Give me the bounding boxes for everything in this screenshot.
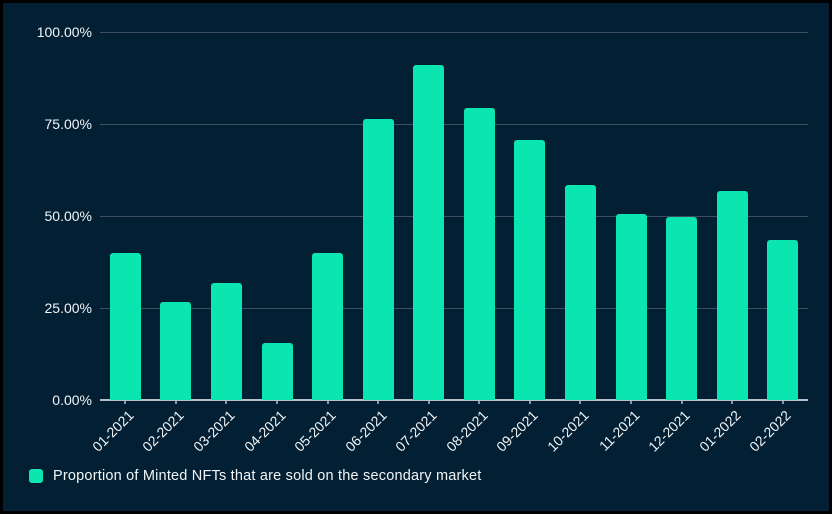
gridline-100 (100, 32, 808, 33)
bar-slot (606, 32, 657, 400)
y-tick-label: 100.00% (36, 24, 92, 40)
y-tick-label: 25.00% (44, 300, 92, 316)
x-axis-tick (478, 401, 481, 404)
x-axis-tick (225, 401, 228, 404)
x-axis-tick (781, 401, 784, 404)
bar-10-2021[interactable] (564, 185, 596, 400)
x-axis-tick (427, 401, 430, 404)
bar-11-2021[interactable] (615, 213, 647, 400)
x-axis-tick (174, 401, 177, 404)
bar-slot (454, 32, 505, 400)
bar-12-2021[interactable] (666, 217, 698, 400)
x-axis-tick (326, 401, 329, 404)
gridline-25 (100, 308, 808, 309)
x-axis-tick (377, 401, 380, 404)
x-axis-tick (579, 401, 582, 404)
bar-02-2022[interactable] (767, 239, 799, 400)
x-axis-tick (630, 401, 632, 404)
x-axis-tick (680, 401, 683, 404)
bar-slot (302, 32, 353, 400)
y-tick-label: 50.00% (44, 208, 92, 224)
bar-01-2021[interactable] (109, 252, 141, 400)
y-tick-label: 0.00% (52, 392, 92, 408)
bar-09-2021[interactable] (514, 140, 546, 400)
y-tick-label: 75.00% (44, 116, 92, 132)
bar-slot (252, 32, 303, 400)
bar-05-2021[interactable] (312, 252, 344, 400)
bar-slot (201, 32, 252, 400)
bar-slot (353, 32, 404, 400)
legend-swatch-icon (29, 469, 43, 483)
legend-label: Proportion of Minted NFTs that are sold … (53, 468, 482, 484)
gridline-75 (100, 124, 808, 125)
plot-area (100, 32, 808, 401)
bar-slot (403, 32, 454, 400)
x-axis-tick (528, 401, 531, 404)
bar-slot (656, 32, 707, 400)
bar-slot (707, 32, 758, 400)
bar-slot (151, 32, 202, 400)
x-axis-tick (731, 401, 734, 404)
x-tick-label-wrap: 02-2022 (633, 407, 794, 455)
gridline-50 (100, 216, 808, 217)
bar-06-2021[interactable] (362, 119, 394, 400)
bar-slot (555, 32, 606, 400)
bar-04-2021[interactable] (261, 342, 293, 400)
x-axis-tick (276, 401, 278, 404)
x-axis-tick (124, 401, 127, 404)
bar-02-2021[interactable] (160, 301, 192, 400)
bar-07-2021[interactable] (413, 65, 445, 400)
bar-slot (758, 32, 809, 400)
bar-slot (100, 32, 151, 400)
bar-series (100, 32, 808, 400)
legend-item[interactable]: Proportion of Minted NFTs that are sold … (29, 468, 481, 484)
x-axis-line (100, 399, 808, 401)
bar-03-2021[interactable] (210, 283, 242, 400)
bar-01-2022[interactable] (716, 191, 748, 400)
bar-slot (505, 32, 556, 400)
bar-08-2021[interactable] (463, 107, 495, 400)
